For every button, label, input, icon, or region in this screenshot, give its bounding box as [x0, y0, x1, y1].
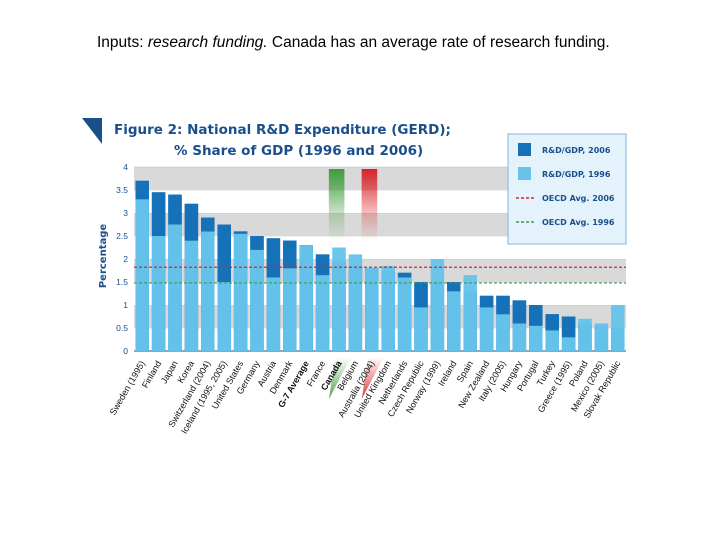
- bar-2006-excess: [250, 236, 264, 250]
- bar-2006-excess: [545, 314, 559, 331]
- slide-title: Inputs: research funding. Canada has an …: [97, 34, 707, 52]
- legend-swatch: [518, 167, 531, 180]
- grid-band: [134, 213, 626, 236]
- oecd-lines: [134, 266, 626, 284]
- bar-1996: [184, 240, 199, 351]
- bar-1996: [217, 282, 231, 351]
- slide-title-prefix: Inputs:: [97, 34, 148, 51]
- bar-1996: [250, 249, 264, 351]
- bar-2006-excess: [151, 192, 166, 236]
- chart-legend: R&D/GDP, 2006 R&D/GDP, 1996 OECD Avg. 2006…: [507, 133, 627, 245]
- figure-corner-mark: [82, 118, 102, 144]
- highlight-red-pointer: [361, 357, 384, 399]
- bar-2006-excess: [414, 282, 428, 308]
- bar-2006-excess: [217, 224, 231, 282]
- bar-1996: [151, 236, 166, 351]
- y-ticks: 0 0.5 1 1.5 2 2.5 3 3.5 4: [116, 162, 128, 356]
- x-labels: Sweden (1995)FinlandJapanKoreaSwitzerlan…: [108, 358, 623, 435]
- legend-label: R&D/GDP, 1996: [542, 170, 611, 179]
- bar-1996: [365, 268, 379, 351]
- y-tick-label: 1: [123, 300, 128, 310]
- bar-1996: [496, 314, 510, 351]
- bar-2006-excess: [283, 240, 297, 269]
- figure-title-line1: Figure 2: National R&D Expenditure (GERD…: [114, 122, 451, 138]
- bar-1996: [266, 277, 281, 351]
- slide-title-suffix: Canada has an average rate of research f…: [267, 34, 610, 51]
- bar-1996: [578, 318, 592, 351]
- bar-1996: [611, 305, 625, 351]
- bar-2006-excess: [233, 231, 248, 234]
- legend-label: R&D/GDP, 2006: [542, 146, 611, 155]
- y-tick-label: 2.5: [116, 231, 128, 241]
- grid-band: [134, 167, 626, 190]
- bar-1996: [430, 259, 445, 351]
- y-tick-label: 3: [123, 208, 128, 218]
- bar-2006-excess: [479, 295, 494, 308]
- bars-group: [135, 180, 625, 351]
- bar-2006-excess: [496, 295, 510, 315]
- figure-title-line2: % Share of GDP (1996 and 2006): [174, 143, 423, 159]
- bar-2006-excess: [529, 305, 543, 326]
- grid-band: [134, 190, 626, 213]
- bar-1996: [561, 337, 576, 351]
- bar-1996: [135, 199, 149, 351]
- y-tick-label: 0.5: [116, 323, 128, 333]
- bar-1996: [512, 323, 527, 351]
- bar-1996: [529, 325, 543, 351]
- highlight-green-column: [328, 169, 345, 241]
- bar-2006-excess: [315, 254, 330, 276]
- x-category-label: Sweden (1995): [108, 359, 147, 417]
- bar-2006-excess: [168, 194, 182, 225]
- bar-1996: [233, 233, 248, 351]
- bar-2006-excess: [184, 203, 199, 241]
- y-tick-label: 4: [123, 162, 128, 172]
- bar-1996: [594, 323, 609, 351]
- bar-2006-excess: [266, 238, 281, 278]
- slide-title-italic: research funding.: [147, 34, 268, 51]
- legend-swatch: [518, 143, 531, 156]
- y-tick-label: 0: [123, 346, 128, 356]
- bar-1996: [299, 245, 313, 351]
- bar-2006-excess: [561, 316, 576, 338]
- legend-label: OECD Avg. 1996: [542, 218, 615, 227]
- bar-2006-excess: [201, 217, 215, 232]
- bar-1996: [348, 254, 363, 351]
- y-tick-label: 3.5: [116, 185, 128, 195]
- bar-1996: [168, 224, 182, 351]
- y-axis-label: Percentage: [98, 224, 109, 289]
- legend-label: OECD Avg. 2006: [542, 194, 615, 203]
- bar-1996: [397, 277, 412, 351]
- highlight-red-column: [361, 169, 378, 241]
- bar-1996: [201, 231, 215, 351]
- bar-2006-excess: [512, 300, 527, 324]
- bar-1996: [315, 275, 330, 351]
- y-tick-label: 1.5: [116, 277, 128, 287]
- y-tick-label: 2: [123, 254, 128, 264]
- bar-1996: [414, 307, 428, 351]
- bar-1996: [463, 275, 477, 351]
- bar-2006-excess: [135, 180, 149, 200]
- highlight-columns: [328, 169, 384, 399]
- bar-2006-excess: [397, 272, 412, 278]
- bar-1996: [479, 307, 494, 351]
- bar-1996: [447, 291, 461, 351]
- bar-1996: [545, 330, 559, 351]
- highlight-green-pointer: [329, 357, 351, 399]
- bar-1996: [381, 265, 395, 351]
- bar-1996: [283, 268, 297, 351]
- bar-1996: [332, 247, 346, 351]
- bar-2006-excess: [447, 282, 461, 292]
